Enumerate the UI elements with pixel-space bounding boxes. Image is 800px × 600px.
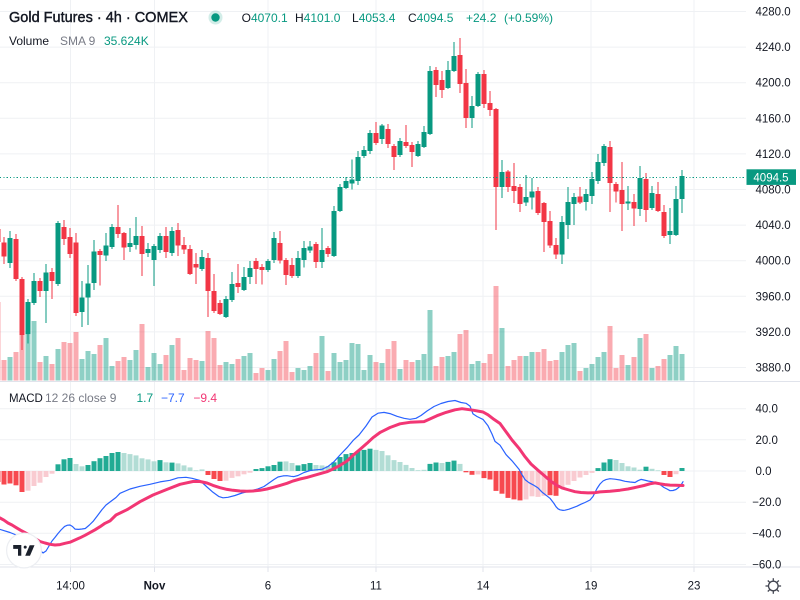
- svg-text:3920.0: 3920.0: [756, 327, 791, 339]
- svg-text:3880.0: 3880.0: [756, 363, 791, 375]
- svg-text:0.0: 0.0: [756, 466, 772, 478]
- svg-text:−9.4: −9.4: [193, 391, 217, 405]
- svg-text:4160.0: 4160.0: [756, 113, 791, 125]
- svg-text:4280.0: 4280.0: [756, 7, 791, 19]
- svg-text:4040.0: 4040.0: [756, 220, 791, 232]
- svg-text:L4053.4: L4053.4: [352, 11, 396, 25]
- svg-text:4094.5: 4094.5: [753, 172, 788, 184]
- svg-text:4000.0: 4000.0: [756, 256, 791, 268]
- svg-text:4200.0: 4200.0: [756, 78, 791, 90]
- svg-text:14: 14: [477, 581, 490, 593]
- svg-text:12 26 close 9: 12 26 close 9: [45, 391, 117, 405]
- svg-text:Gold Futures · 4h · COMEX: Gold Futures · 4h · COMEX: [9, 10, 188, 26]
- svg-text:3960.0: 3960.0: [756, 291, 791, 303]
- svg-text:SMA 9: SMA 9: [60, 34, 96, 48]
- svg-text:20.0: 20.0: [756, 435, 778, 447]
- svg-text:O4070.1: O4070.1: [242, 11, 288, 25]
- svg-text:−60.0: −60.0: [752, 560, 781, 572]
- svg-text:(+0.59%): (+0.59%): [504, 11, 553, 25]
- svg-text:+24.2: +24.2: [466, 11, 497, 25]
- svg-text:1.7: 1.7: [137, 391, 154, 405]
- svg-text:19: 19: [585, 581, 598, 593]
- svg-text:23: 23: [688, 581, 701, 593]
- svg-text:MACD: MACD: [9, 393, 43, 405]
- svg-text:C4094.5: C4094.5: [408, 11, 454, 25]
- svg-text:4240.0: 4240.0: [756, 42, 791, 54]
- svg-text:6: 6: [265, 581, 271, 593]
- svg-text:H4101.0: H4101.0: [295, 11, 341, 25]
- svg-text:4080.0: 4080.0: [756, 185, 791, 197]
- svg-text:11: 11: [370, 581, 382, 593]
- svg-text:−7.7: −7.7: [161, 391, 185, 405]
- svg-text:Volume: Volume: [9, 34, 49, 48]
- svg-text:4120.0: 4120.0: [756, 149, 791, 161]
- svg-text:−40.0: −40.0: [752, 528, 781, 540]
- svg-text:−20.0: −20.0: [752, 497, 781, 509]
- svg-text:14:00: 14:00: [56, 581, 85, 593]
- svg-text:35.624K: 35.624K: [104, 34, 149, 48]
- svg-text:40.0: 40.0: [756, 404, 778, 416]
- svg-text:Nov: Nov: [144, 581, 166, 593]
